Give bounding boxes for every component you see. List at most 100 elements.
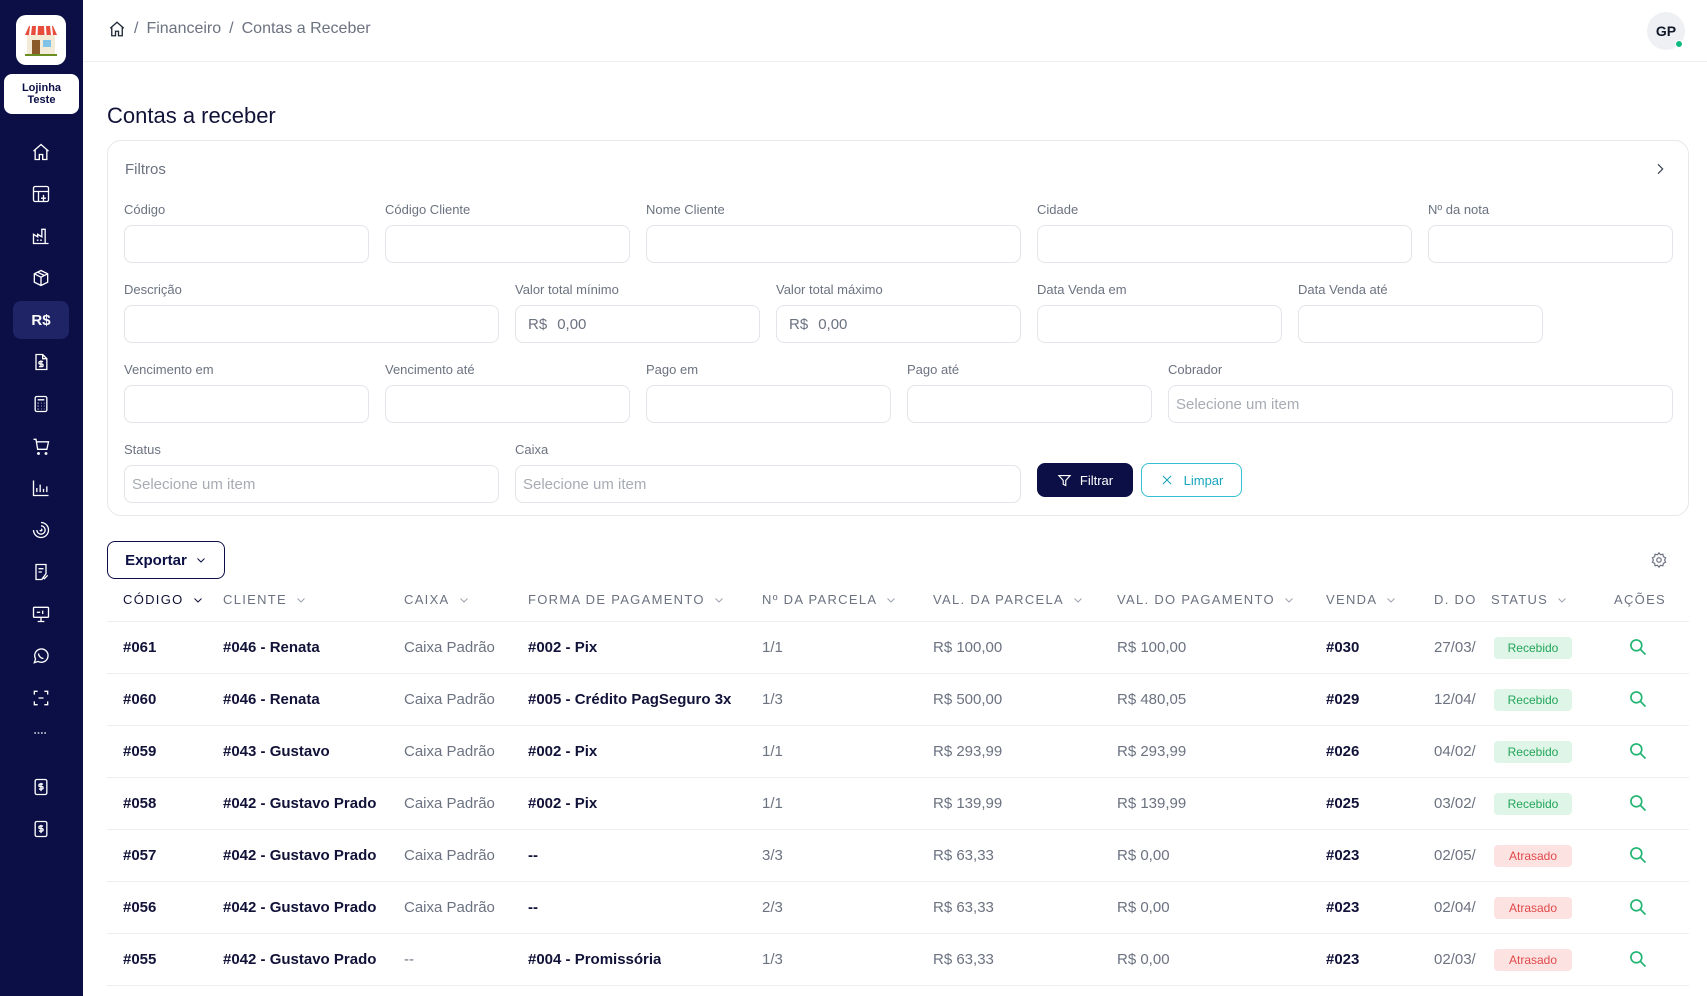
search-icon[interactable]	[1628, 793, 1648, 813]
column-caixa[interactable]: CAIXA	[404, 592, 470, 607]
descricao-input[interactable]	[124, 305, 499, 343]
gear-icon[interactable]	[1650, 551, 1668, 569]
cell-codigo[interactable]: #060	[123, 691, 157, 708]
codigo-input[interactable]	[124, 225, 369, 263]
numero-nota-input[interactable]	[1428, 225, 1673, 263]
avatar[interactable]: GP	[1647, 12, 1685, 50]
column-codigo[interactable]: CÓDIGO	[123, 592, 204, 607]
nav-scan[interactable]	[13, 679, 69, 717]
pago-ate-input[interactable]	[907, 385, 1152, 423]
cell-forma: --	[528, 899, 538, 916]
cell-codigo[interactable]: #059	[123, 743, 157, 760]
cell-parcela: 1/3	[762, 951, 783, 968]
nav-pdv[interactable]	[13, 595, 69, 633]
cell-cliente[interactable]: #042 - Gustavo Prado	[223, 951, 377, 968]
table-row[interactable]: #056 #042 - Gustavo Prado Caixa Padrão -- 2/…	[107, 882, 1689, 934]
chevron-right-icon[interactable]	[1652, 161, 1668, 177]
cell-venda[interactable]: #023	[1326, 899, 1360, 916]
cell-venda[interactable]: #030	[1326, 639, 1360, 656]
nav-invoices[interactable]	[13, 343, 69, 381]
cell-venda[interactable]: #025	[1326, 795, 1360, 812]
cell-codigo[interactable]: #055	[123, 951, 157, 968]
column-venda[interactable]: VENDA	[1326, 592, 1397, 607]
search-icon[interactable]	[1628, 949, 1648, 969]
cell-cliente[interactable]: #043 - Gustavo	[223, 743, 330, 760]
nav-products[interactable]	[13, 259, 69, 297]
cobrador-select[interactable]: Selecione um item	[1168, 385, 1673, 423]
nav-orders[interactable]	[13, 553, 69, 591]
table-row[interactable]: #058 #042 - Gustavo Prado Caixa Padrão #002…	[107, 778, 1689, 830]
store-name[interactable]: Lojinha Teste	[4, 74, 79, 114]
column-cliente[interactable]: CLIENTE	[223, 592, 307, 607]
cell-codigo[interactable]: #061	[123, 639, 157, 656]
nav-whatsapp[interactable]	[13, 637, 69, 675]
export-button[interactable]: Exportar	[107, 541, 225, 579]
numero-nota-label: Nº da nota	[1428, 202, 1490, 217]
valor-max-input[interactable]: R$ 0,00	[776, 305, 1021, 343]
table-row[interactable]: #061 #046 - Renata Caixa Padrão #002 - Pix 1…	[107, 622, 1689, 674]
nav-home[interactable]	[13, 133, 69, 171]
home-icon[interactable]	[108, 20, 126, 38]
cell-cliente[interactable]: #042 - Gustavo Prado	[223, 847, 377, 864]
cell-venda[interactable]: #023	[1326, 951, 1360, 968]
status-badge: Atrasado	[1494, 845, 1572, 867]
pago-em-input[interactable]	[646, 385, 891, 423]
table-row[interactable]: #060 #046 - Renata Caixa Padrão #005 - Créd…	[107, 674, 1689, 726]
table-row[interactable]: #059 #043 - Gustavo Caixa Padrão #002 - Pix…	[107, 726, 1689, 778]
table-row[interactable]: #057 #042 - Gustavo Prado Caixa Padrão -- 3/…	[107, 830, 1689, 882]
field-codigo-cliente: Código Cliente	[385, 202, 630, 263]
codigo-cliente-input[interactable]	[385, 225, 630, 263]
status-select[interactable]: Selecione um item	[124, 465, 499, 503]
filters-title[interactable]: Filtros	[125, 161, 166, 178]
cidade-input[interactable]	[1037, 225, 1412, 263]
search-icon[interactable]	[1628, 897, 1648, 917]
data-venda-ate-input[interactable]	[1298, 305, 1543, 343]
cell-cliente[interactable]: #042 - Gustavo Prado	[223, 795, 377, 812]
valor-min-input[interactable]: R$ 0,00	[515, 305, 760, 343]
cell-venda[interactable]: #029	[1326, 691, 1360, 708]
cell-cliente[interactable]: #042 - Gustavo Prado	[223, 899, 377, 916]
column-data[interactable]: D. DO	[1434, 592, 1477, 607]
nav-financeiro[interactable]: R$	[13, 301, 69, 339]
caixa-select[interactable]: Selecione um item	[515, 465, 1021, 503]
cell-venda[interactable]: #026	[1326, 743, 1360, 760]
nav-reports[interactable]	[13, 469, 69, 507]
nav-target[interactable]	[13, 511, 69, 549]
column-forma[interactable]: FORMA DE PAGAMENTO	[528, 592, 725, 607]
valor-min-value: 0,00	[557, 315, 587, 333]
vencimento-em-input[interactable]	[124, 385, 369, 423]
search-icon[interactable]	[1628, 689, 1648, 709]
column-val-pagamento[interactable]: VAL. DO PAGAMENTO	[1117, 592, 1295, 607]
divider-icon	[34, 732, 48, 734]
nav-sales[interactable]	[13, 427, 69, 465]
breadcrumb-financeiro[interactable]: Financeiro	[146, 20, 222, 37]
cell-codigo[interactable]: #056	[123, 899, 157, 916]
filter-button[interactable]: Filtrar	[1037, 463, 1133, 497]
cell-venda[interactable]: #023	[1326, 847, 1360, 864]
store-logo[interactable]	[16, 15, 66, 65]
cell-cliente[interactable]: #046 - Renata	[223, 691, 320, 708]
nav-dashboard[interactable]	[13, 175, 69, 213]
search-icon[interactable]	[1628, 845, 1648, 865]
search-icon[interactable]	[1628, 637, 1648, 657]
column-label: CAIXA	[404, 592, 450, 607]
nav-receipt-1[interactable]	[13, 768, 69, 806]
vencimento-ate-input[interactable]	[385, 385, 630, 423]
descricao-label: Descrição	[124, 282, 182, 297]
cell-caixa: Caixa Padrão	[404, 639, 495, 656]
search-icon[interactable]	[1628, 741, 1648, 761]
nav-production[interactable]	[13, 217, 69, 255]
cell-codigo[interactable]: #057	[123, 847, 157, 864]
nav-receipt-2[interactable]	[13, 810, 69, 848]
table-row[interactable]: #055 #042 - Gustavo Prado -- #004 - Promiss…	[107, 934, 1689, 986]
column-parcela[interactable]: Nº DA PARCELA	[762, 592, 897, 607]
cobrador-label: Cobrador	[1168, 362, 1223, 377]
nome-cliente-input[interactable]	[646, 225, 1021, 263]
column-val-parcela[interactable]: VAL. DA PARCELA	[933, 592, 1084, 607]
column-status[interactable]: STATUS	[1491, 592, 1568, 607]
clear-button[interactable]: Limpar	[1141, 463, 1242, 497]
nav-calculator[interactable]	[13, 385, 69, 423]
data-venda-em-input[interactable]	[1037, 305, 1282, 343]
cell-cliente[interactable]: #046 - Renata	[223, 639, 320, 656]
cell-codigo[interactable]: #058	[123, 795, 157, 812]
